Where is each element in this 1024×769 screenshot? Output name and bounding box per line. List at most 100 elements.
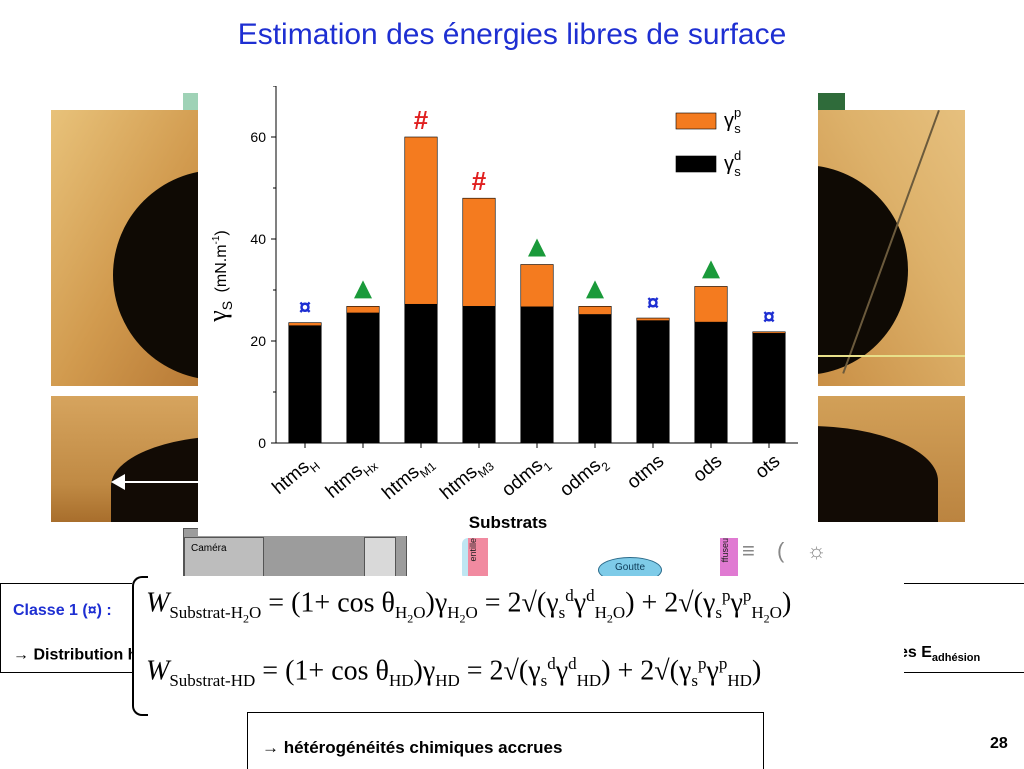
bar-gamma-d [462, 306, 496, 444]
eq2-d1: d [547, 654, 556, 673]
x-tick-label: htmsH [269, 451, 323, 502]
equations-box: WSubstrat-H2O = (1+ cos θH2O)γH2O = 2√(γ… [132, 576, 904, 716]
bar-gamma-p [752, 331, 786, 334]
eq2-g4: γ [706, 655, 719, 687]
bar-gamma-d [694, 321, 728, 444]
x-tick-label: htmsM3 [436, 451, 497, 508]
eq1-l2: H [594, 602, 607, 622]
x-tick-label: otms [623, 451, 668, 494]
marker-hash: # [414, 105, 429, 135]
x-tick-label: htmsM1 [378, 451, 439, 508]
eq1-W: W [146, 587, 170, 619]
eq2-g2: γ [555, 655, 569, 687]
marker-currency: ¤ [647, 290, 659, 315]
eq1-theta-sub: H [394, 602, 408, 622]
bar-gamma-p [578, 306, 612, 315]
eq2-rhs1: = (1+ cos θ [255, 655, 389, 687]
bar-gamma-d [578, 314, 612, 444]
x-axis-label: Substrats [469, 513, 547, 532]
marker-currency: ¤ [299, 295, 311, 320]
eq1-l4b: 2 [763, 611, 770, 626]
eq1-l4c: O [769, 602, 782, 622]
bar-gamma-d [346, 312, 380, 444]
eq1-W-sub: Substrat-H [169, 602, 243, 622]
eq1-p4: p [742, 586, 752, 605]
eq1-g2: γ [573, 587, 587, 619]
eq2-l2: HD [576, 670, 602, 690]
eq1-gamma-sub3: O [465, 602, 478, 622]
eq1-l4: H [751, 602, 764, 622]
conclusion-box: → hétérogénéités chimiques accrues [247, 712, 764, 769]
adhesion-sub: adhésion [931, 652, 981, 665]
page-number: 28 [990, 735, 1008, 752]
y-tick-label: 40 [250, 231, 266, 247]
y-tick-label: 0 [258, 435, 266, 451]
conclusion-text: → hétérogénéités chimiques accrues [262, 738, 563, 757]
apparatus-segment [364, 537, 396, 579]
chart-panel: 0 20 40 60 γS (mN.m-1) ¤ htmsH htmsHx # htmsM1 # ht… [198, 85, 818, 536]
eq1-gamma-sub2: 2 [459, 611, 466, 626]
eq1-d2: d [586, 586, 595, 605]
bar-gamma-p [346, 306, 380, 314]
legend-swatch-gamma-d [675, 155, 717, 173]
eq1-gamma-sub: H [447, 602, 460, 622]
eq1-W-sub3: O [249, 602, 262, 622]
eq2-s3: s [691, 670, 698, 690]
surface-energy-chart: 0 20 40 60 γS (mN.m-1) ¤ htmsH htmsHx # htmsM1 # ht… [203, 85, 798, 532]
eq1-s1: s [558, 602, 566, 622]
bar-gamma-p [694, 286, 728, 323]
marker-triangle [702, 260, 720, 279]
legend-label-gamma-p: γp s [724, 105, 741, 136]
eq2-l4: HD [727, 670, 752, 690]
bar-gamma-d [636, 320, 670, 444]
bar-gamma-p [462, 197, 496, 307]
x-tick-label: ods [689, 451, 726, 487]
bar-gamma-d [752, 333, 786, 444]
eq1-l2c: O [612, 602, 626, 622]
lens-label: entille [468, 538, 478, 562]
y-tick-label: 20 [250, 333, 266, 349]
eq2-W-sub: Substrat-HD [169, 670, 256, 690]
eq2-plus: ) + 2√(γ [601, 655, 692, 687]
droplet-photo-top-right [818, 110, 965, 386]
adhesion-prefix: es E [899, 644, 932, 661]
bar-gamma-d [404, 303, 438, 444]
droplet-photo-bottom-right [818, 396, 965, 522]
eq2-d2: d [568, 654, 577, 673]
lamp-icon: ≡ ( ☼ [742, 538, 835, 563]
y-axis-label: γS (mN.m-1) [203, 230, 235, 323]
bar-gamma-p [404, 136, 438, 305]
photo-corner-strip-left [183, 93, 198, 110]
eq2-W: W [146, 655, 170, 687]
legend-swatch-gamma-p [675, 112, 717, 130]
equation-hd: WSubstrat-HD = (1+ cos θHD)γHD = 2√(γsdγ… [146, 654, 761, 691]
diffuser-label: ffuseu [720, 538, 730, 563]
eq2-gamma-sub: HD [435, 670, 460, 690]
eq2-rhs2: )γ [413, 655, 436, 687]
x-tick-label: odms1 [498, 451, 555, 505]
legend-label-gamma-d: γd s [724, 148, 741, 179]
camera-label: Caméra [184, 537, 264, 577]
lens-shape [462, 538, 470, 580]
x-tick-label: ots [751, 451, 784, 483]
eq1-W-sub2: 2 [243, 611, 249, 626]
bar-gamma-d [288, 325, 322, 444]
eq2-theta-sub: HD [388, 670, 414, 690]
eq1-theta-sub2: 2 [407, 611, 414, 626]
class-title: Classe 1 (¤) : [13, 602, 112, 619]
eq1-rhs1: = (1+ cos θ [261, 587, 395, 619]
y-tick-label: 60 [250, 129, 266, 145]
eq2-p4: p [718, 654, 728, 673]
eq1-d1: d [565, 586, 574, 605]
bar-gamma-p [636, 317, 670, 321]
slide-title: Estimation des énergies libres de surfac… [237, 18, 787, 51]
x-tick-label: htmsHx [322, 451, 381, 506]
bar-gamma-p [288, 322, 322, 326]
eq1-plus: ) + 2√(γ [625, 587, 716, 619]
bar-gamma-d [520, 306, 554, 444]
marker-hash: # [472, 166, 487, 196]
equation-water: WSubstrat-H2O = (1+ cos θH2O)γH2O = 2√(γ… [146, 586, 791, 626]
x-tick-label: odms2 [556, 451, 613, 505]
marker-triangle [528, 238, 546, 257]
eq1-g4: γ [730, 587, 743, 619]
